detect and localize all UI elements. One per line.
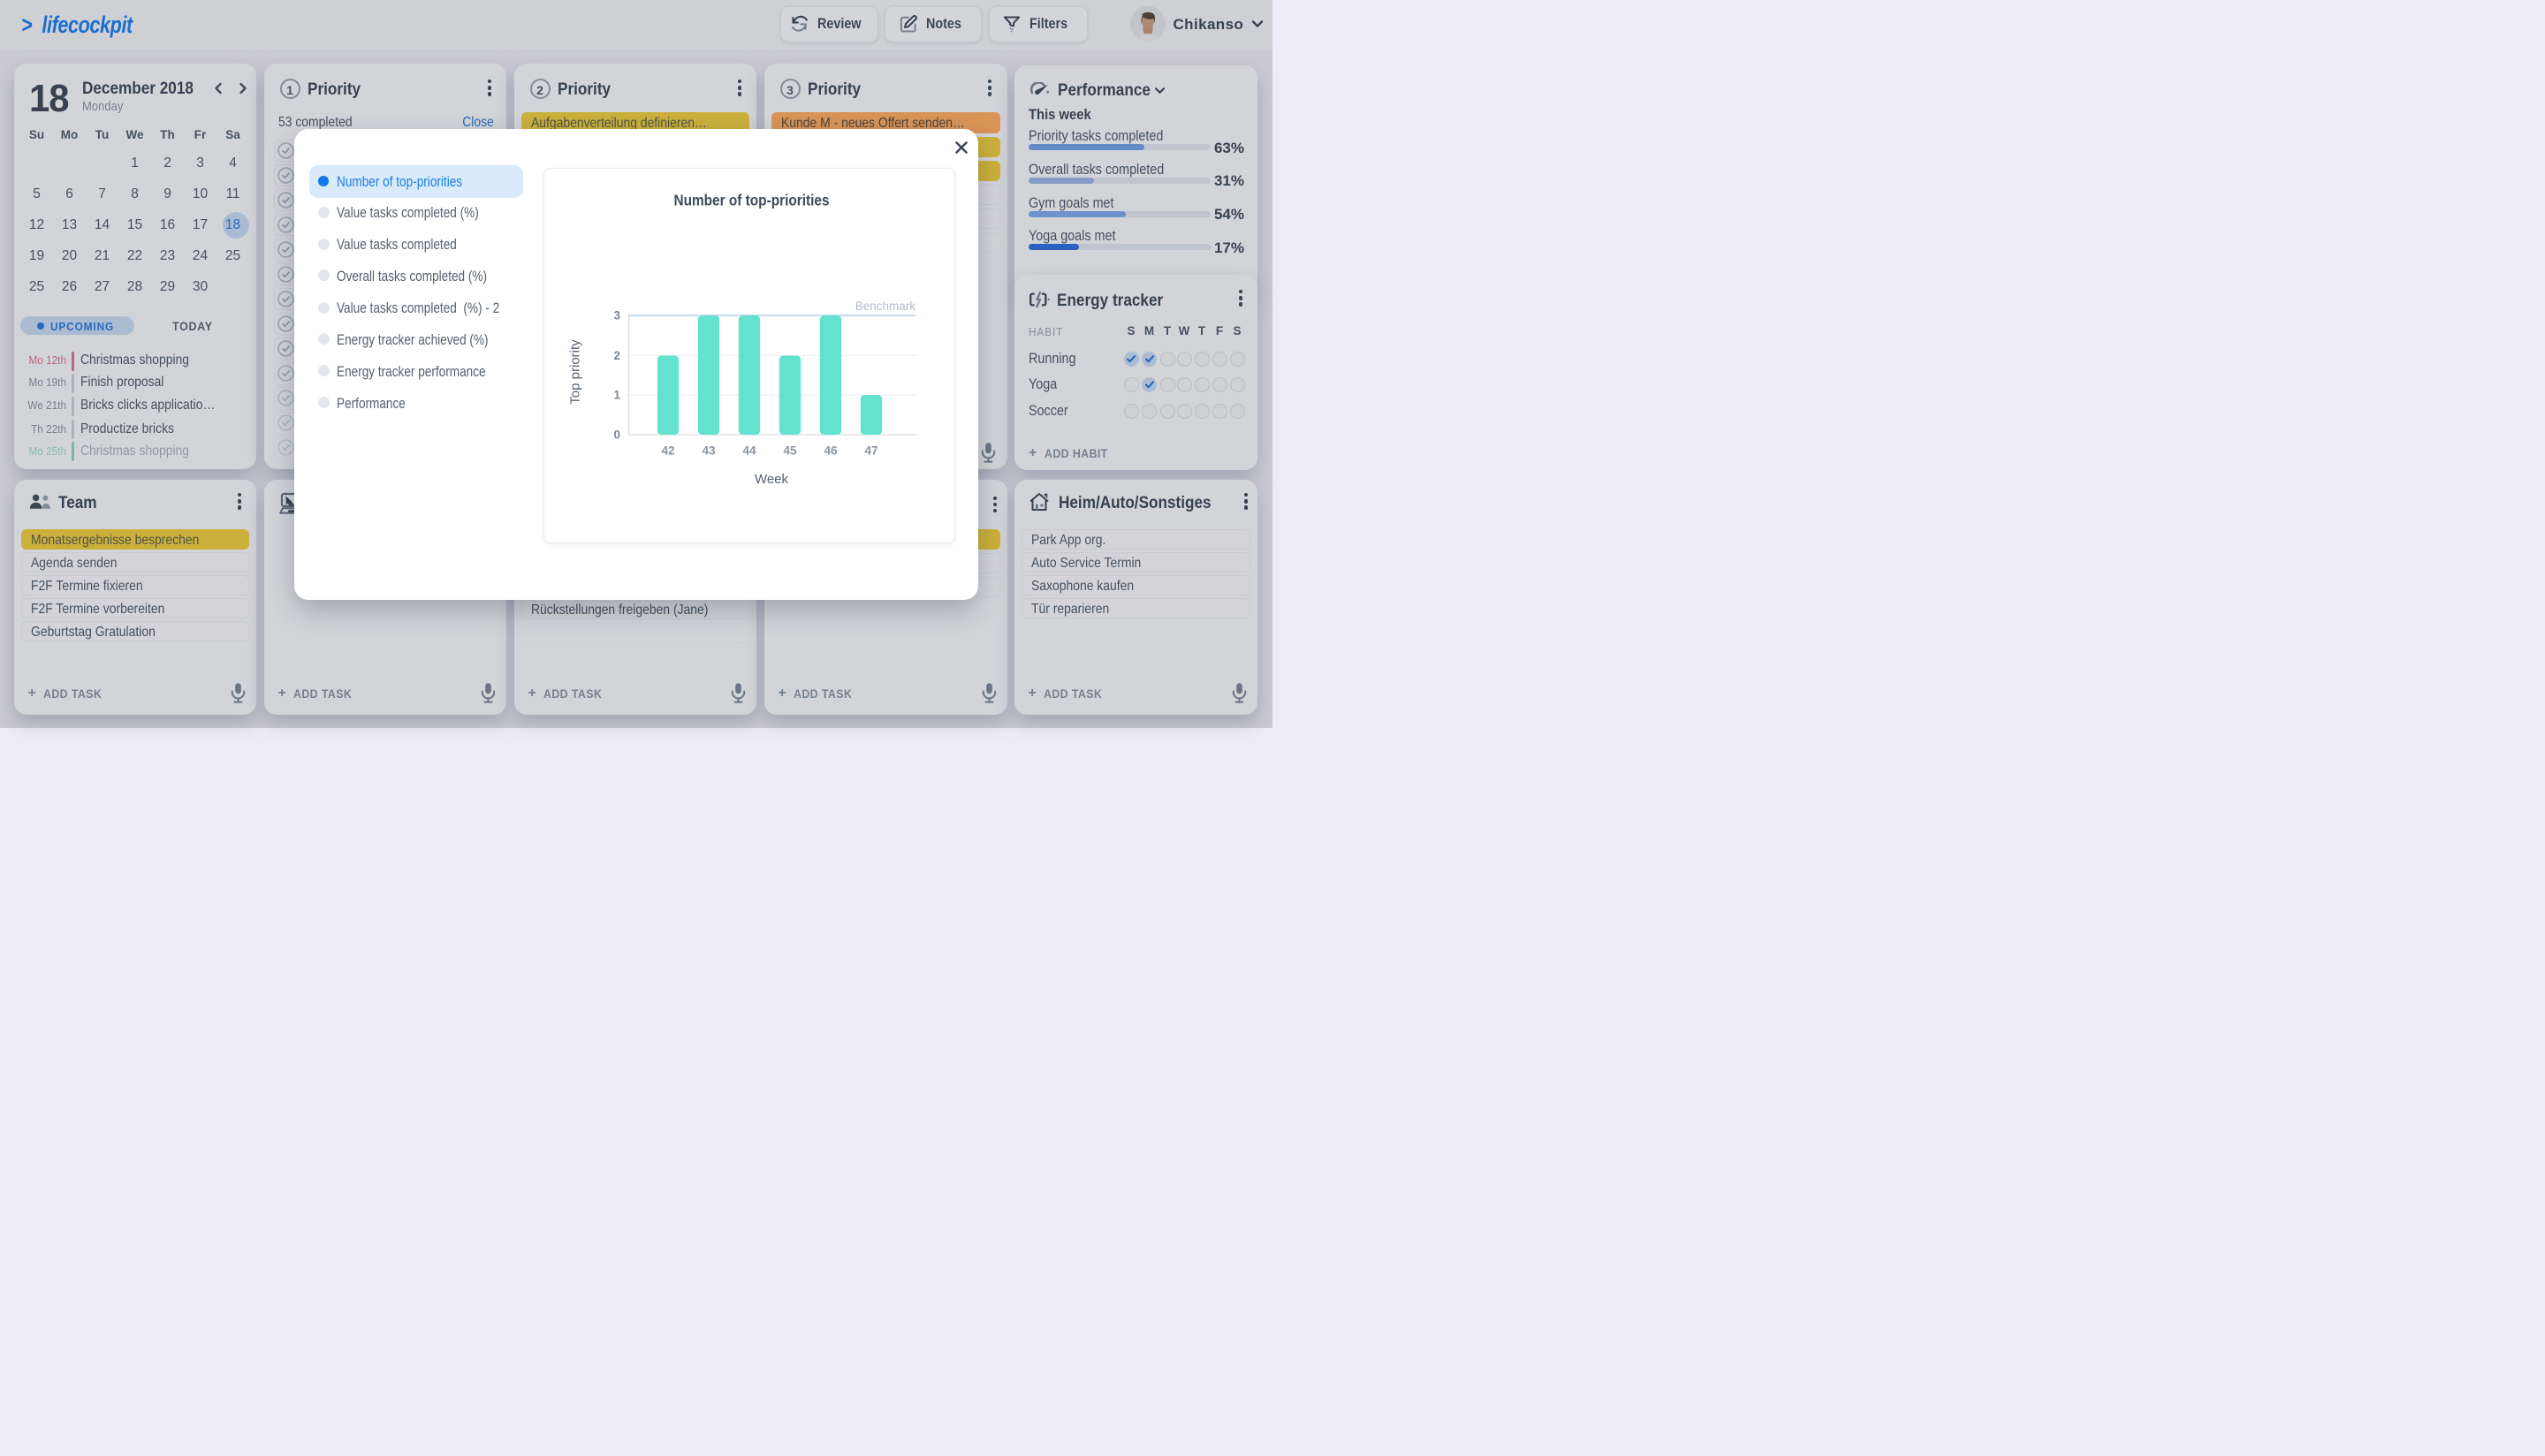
svg-text:46: 46 [824, 444, 838, 457]
svg-text:47: 47 [864, 444, 877, 457]
svg-text:44: 44 [742, 444, 756, 457]
svg-text:0: 0 [613, 428, 620, 441]
svg-text:Top priority: Top priority [567, 338, 582, 404]
svg-text:43: 43 [702, 444, 716, 457]
svg-text:Benchmark: Benchmark [855, 300, 915, 313]
svg-text:2: 2 [613, 349, 620, 362]
svg-text:Week: Week [754, 472, 788, 487]
svg-text:42: 42 [661, 444, 674, 457]
svg-text:45: 45 [783, 444, 797, 457]
svg-text:1: 1 [613, 388, 620, 401]
svg-text:3: 3 [613, 308, 620, 322]
svg-text:Number of top-priorities: Number of top-priorities [673, 192, 829, 209]
